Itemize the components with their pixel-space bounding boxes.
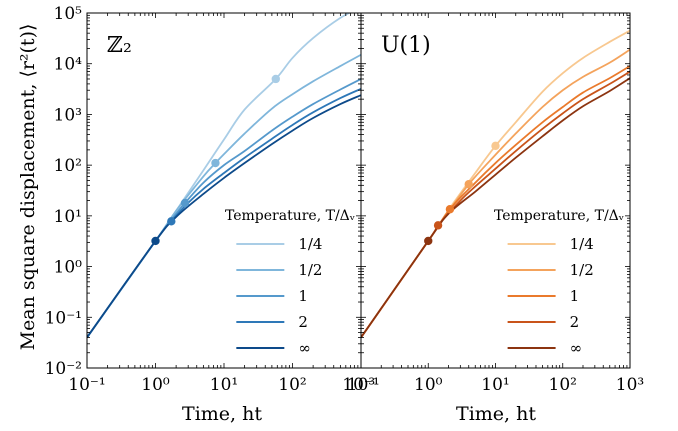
series-group <box>87 13 361 338</box>
series-marker-1 <box>464 180 473 189</box>
y-tick-label: 10² <box>54 156 82 176</box>
x-tick-label: 10² <box>278 375 306 395</box>
panel-u1: 10⁻¹ 10⁰ 10¹ 10² 10³ U(1) Temperature, T/Δᵥ 1/4… <box>342 12 644 395</box>
plot-frame <box>360 12 631 369</box>
series-line-1 <box>361 48 630 338</box>
legend-title: Temperature, T/Δᵥ <box>225 208 355 224</box>
y-tick-label: 10⁻¹ <box>45 308 82 328</box>
y-tick-label: 10⁵ <box>54 4 83 24</box>
y-tick-label: 10⁰ <box>54 258 83 278</box>
x-axis-label-right: Time, ht <box>456 403 536 425</box>
series-marker-3 <box>167 217 176 226</box>
x-tick-label: 10¹ <box>481 375 509 395</box>
series-marker-4 <box>151 236 160 246</box>
series-line-3 <box>361 70 630 338</box>
series-line-1 <box>87 53 361 338</box>
series-marker-1 <box>211 158 220 168</box>
y-tick-label: 10³ <box>54 105 82 125</box>
x-tick-label: 10¹ <box>210 375 238 395</box>
legend-entry: 1/2 <box>570 261 594 279</box>
x-tick-label: 10⁻¹ <box>342 375 379 395</box>
legend: Temperature, T/Δᵥ 1/4 1/2 1 2 ∞ <box>494 208 624 357</box>
legend-entry: 2 <box>570 313 580 331</box>
series-group <box>361 29 630 338</box>
series-marker-3 <box>433 221 443 230</box>
x-axis-label-left: Time, ht <box>182 403 262 425</box>
legend-entry: 1/4 <box>298 235 322 253</box>
y-axis-label: Mean square displacement, ⟨r²(t)⟩ <box>17 24 39 351</box>
x-tick-label: 10³ <box>347 375 375 395</box>
y-tick-label: 10¹ <box>54 207 82 227</box>
legend-entry: 1 <box>298 287 308 305</box>
series-marker-0 <box>271 74 280 84</box>
legend-title: Temperature, T/Δᵥ <box>494 208 624 224</box>
y-tick-label: 10⁻² <box>45 359 82 379</box>
axis-ticks <box>360 12 631 369</box>
x-tick-label: 10⁰ <box>414 375 443 395</box>
legend-entry: 1/4 <box>570 235 594 253</box>
x-tick-label: 10² <box>549 375 577 395</box>
panel-title: U(1) <box>381 33 431 58</box>
series-marker-4 <box>424 236 433 246</box>
legend: Temperature, T/Δᵥ 1/4 1/2 1 2 ∞ <box>225 208 355 357</box>
legend-entry: 1/2 <box>298 261 322 279</box>
panel-title: ℤ₂ <box>107 33 132 58</box>
y-tick-label: 10⁴ <box>54 55 83 75</box>
panel-z2: 10⁻¹ 10⁰ 10¹ 10² 10³10⁻²10⁻¹10⁰10¹10²10³10⁴1… <box>45 4 376 395</box>
axis-ticks <box>86 12 362 369</box>
series-marker-2 <box>445 205 455 214</box>
series-line-2 <box>361 65 630 338</box>
series-marker-0 <box>491 141 500 151</box>
legend-entry: ∞ <box>570 339 583 357</box>
legend-entry: ∞ <box>298 339 311 357</box>
series-line-4 <box>87 94 361 338</box>
plot-frame <box>86 12 362 369</box>
legend-entry: 1 <box>570 287 580 305</box>
series-line-0 <box>361 29 630 338</box>
series-marker-2 <box>180 198 190 208</box>
x-tick-label: 10³ <box>616 375 644 395</box>
legend-entry: 2 <box>298 313 308 331</box>
x-tick-label: 10⁻¹ <box>68 375 105 395</box>
x-tick-label: 10⁰ <box>141 375 170 395</box>
